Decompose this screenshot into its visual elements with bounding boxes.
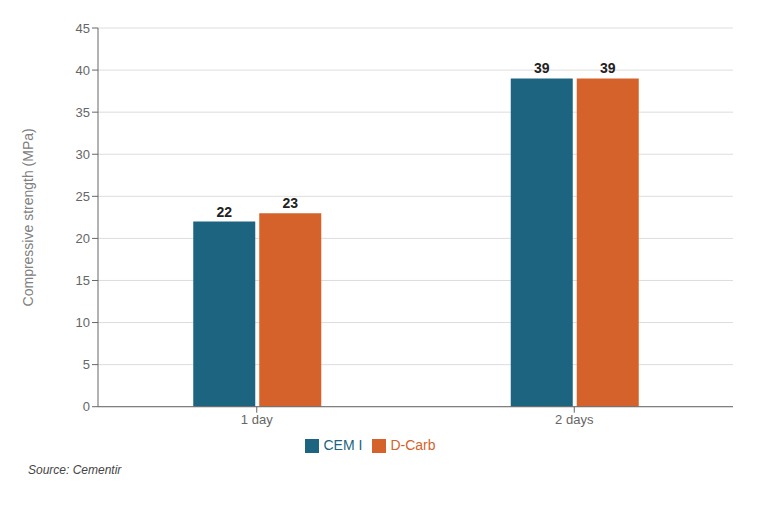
svg-text:25: 25 [76, 189, 90, 204]
html-text:Source: Cementir: Source: Cementir [28, 463, 122, 477]
svg-text:10: 10 [76, 315, 90, 330]
svg-text:40: 40 [76, 63, 90, 78]
svg-text:39: 39 [534, 60, 550, 76]
svg-text:0: 0 [83, 399, 90, 414]
svg-text:35: 35 [76, 105, 90, 120]
svg-text:22: 22 [216, 204, 232, 220]
svg-text:30: 30 [76, 147, 90, 162]
svg-text:1 day: 1 day [241, 412, 273, 427]
svg-text:23: 23 [282, 195, 298, 211]
svg-text:2 days: 2 days [555, 412, 594, 427]
svg-text:45: 45 [76, 21, 90, 36]
svg-text:20: 20 [76, 231, 90, 246]
svg-text:Compressive strength (MPa): Compressive strength (MPa) [20, 128, 36, 306]
html-text:CEM I: CEM I [323, 436, 363, 453]
svg-text:39: 39 [600, 60, 616, 76]
html-text:D-Carb: D-Carb [390, 436, 436, 453]
svg-text:15: 15 [76, 273, 90, 288]
svg-text:5: 5 [83, 357, 90, 372]
